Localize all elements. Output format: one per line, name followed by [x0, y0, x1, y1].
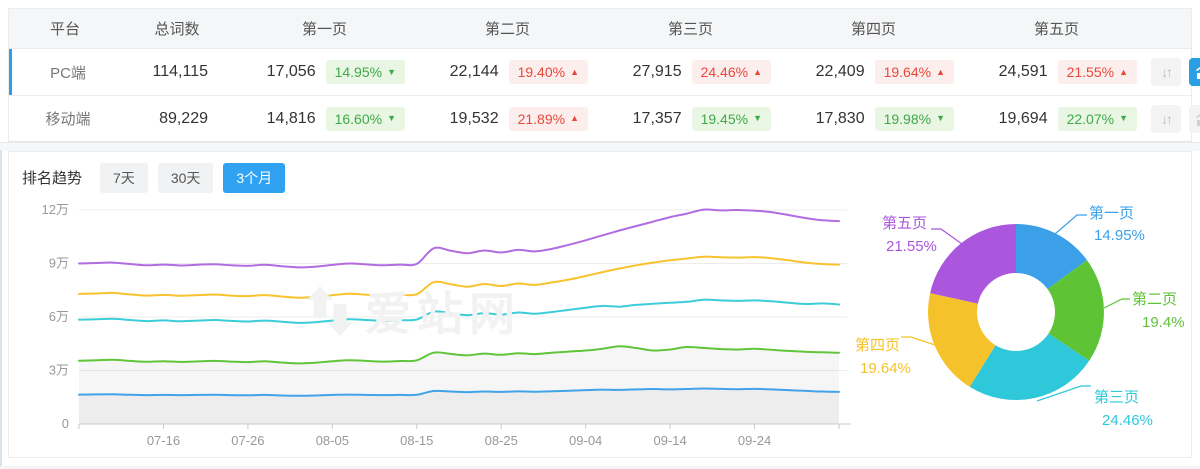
col-header-page4: 第四页 — [850, 21, 896, 38]
col-header-total: 总词数 — [154, 21, 200, 38]
page5-change-badge: 21.55% ▲ — [1057, 60, 1137, 84]
col-header-page1: 第一页 — [301, 21, 347, 38]
page5-count: 24,591 — [998, 63, 1048, 80]
page1-count: 17,056 — [266, 63, 316, 80]
svg-text:6万: 6万 — [49, 309, 69, 324]
sort-arrows-icon: ↓↑ — [1161, 110, 1173, 127]
line-chart-svg: 0 3万 6万 9万 12万 07-16 07-26 08-05 08-15 08-25 09-04… — [42, 202, 851, 448]
total-words: 89,229 — [159, 109, 208, 127]
page4-change-badge: 19.98% ▼ — [874, 106, 954, 131]
svg-text:第三页: 第三页 — [1094, 388, 1139, 406]
page3-count: 17,357 — [632, 109, 682, 127]
svg-text:09-14: 09-14 — [653, 433, 686, 448]
triangle-down-icon: ▼ — [936, 113, 945, 123]
table-row-mobile[interactable]: 移动端 89,229 14,816 16.60% ▼ 19,532 21.89% ▲ 1… — [9, 95, 1200, 141]
page1-change-badge: 16.60% ▼ — [325, 106, 405, 131]
svg-text:08-25: 08-25 — [485, 433, 518, 448]
keyword-table: 平台 总词数 第一页 第二页 第三页 第四页 第五页 PC端 114,115 1… — [8, 8, 1200, 142]
bar-chart-trend-icon — [1196, 66, 1200, 79]
table-row-pc[interactable]: PC端 114,115 17,056 14.95% ▼ 22,144 19.40% ▲ … — [9, 49, 1200, 95]
triangle-up-icon: ▲ — [936, 66, 945, 77]
col-header-platform: 平台 — [49, 21, 80, 38]
page4-count: 17,830 — [815, 109, 865, 127]
svg-text:9万: 9万 — [49, 256, 69, 271]
svg-text:第五页: 第五页 — [882, 214, 927, 232]
table-header-row: 平台 总词数 第一页 第二页 第三页 第四页 第五页 — [9, 9, 1191, 49]
page2-change-badge: 21.89% ▲ — [508, 106, 588, 131]
triangle-up-icon: ▲ — [753, 66, 762, 77]
col-header-page2: 第二页 — [484, 21, 530, 38]
triangle-down-icon: ▼ — [387, 113, 396, 123]
triangle-down-icon: ▼ — [1119, 113, 1128, 123]
page-share-donut: 第一页 14.95% 第二页 19.4% 第三页 24.46% 第四页 19.64% 第五页 21… — [851, 192, 1191, 465]
page5-count: 19,694 — [998, 109, 1048, 127]
triangle-down-icon: ▼ — [753, 113, 762, 123]
page5-change-badge: 22.07% ▼ — [1057, 106, 1137, 131]
page4-change-badge: 19.64% ▲ — [874, 60, 954, 84]
page1-count: 14,816 — [266, 109, 316, 127]
svg-text:3万: 3万 — [49, 363, 69, 378]
page-bottom-strip — [0, 466, 1200, 469]
svg-text:12万: 12万 — [42, 202, 69, 217]
show-chart-button-inactive[interactable] — [1189, 104, 1200, 133]
panel-gap — [0, 142, 1200, 151]
svg-text:08-05: 08-05 — [316, 433, 349, 448]
trend-line-chart: 0 3万 6万 9万 12万 07-16 07-26 08-05 08-15 08-25 09-04… — [9, 192, 851, 465]
svg-text:14.95%: 14.95% — [1094, 227, 1145, 244]
rank-trend-panel: 排名趋势 7天 30天 3个月 0 3万 6万 9万 12万 07-16 07-26 08-0… — [8, 151, 1192, 458]
triangle-up-icon: ▲ — [1119, 66, 1128, 77]
total-words: 114,115 — [152, 63, 208, 80]
page3-change-badge: 19.45% ▼ — [691, 106, 771, 131]
svg-text:08-15: 08-15 — [400, 433, 433, 448]
triangle-up-icon: ▲ — [570, 66, 579, 77]
col-header-page3: 第三页 — [667, 21, 713, 38]
svg-text:0: 0 — [62, 416, 69, 431]
page1-change-badge: 14.95% ▼ — [325, 60, 405, 84]
col-header-page5: 第五页 — [1033, 21, 1079, 38]
page2-change-badge: 19.40% ▲ — [508, 60, 588, 84]
svg-text:19.4%: 19.4% — [1142, 314, 1185, 331]
sort-arrows-icon: ↓↑ — [1161, 64, 1173, 80]
trend-title: 排名趋势 — [22, 170, 83, 187]
page2-count: 22,144 — [449, 63, 499, 80]
svg-text:24.46%: 24.46% — [1102, 412, 1153, 429]
svg-text:21.55%: 21.55% — [886, 238, 937, 255]
donut-chart-svg: 第一页 14.95% 第二页 19.4% 第三页 24.46% 第四页 19.64% 第五页 21… — [855, 204, 1185, 429]
svg-text:第一页: 第一页 — [1089, 204, 1134, 222]
svg-text:09-24: 09-24 — [738, 433, 771, 448]
svg-text:19.64%: 19.64% — [860, 360, 911, 377]
tab-3months[interactable]: 3个月 — [223, 162, 286, 193]
sort-button[interactable]: ↓↑ — [1151, 104, 1181, 133]
platform-label: PC端 — [50, 64, 86, 82]
tab-7days[interactable]: 7天 — [100, 162, 148, 193]
svg-text:09-04: 09-04 — [569, 433, 602, 448]
triangle-down-icon: ▼ — [387, 66, 396, 77]
page4-count: 22,409 — [815, 63, 865, 80]
svg-text:第二页: 第二页 — [1132, 290, 1177, 308]
triangle-up-icon: ▲ — [570, 113, 579, 123]
svg-text:07-16: 07-16 — [147, 433, 180, 448]
show-chart-button-active[interactable] — [1189, 58, 1200, 86]
page3-change-badge: 24.46% ▲ — [691, 60, 771, 84]
sort-button[interactable]: ↓↑ — [1151, 58, 1181, 86]
bar-chart-trend-icon — [1196, 113, 1200, 126]
svg-text:第四页: 第四页 — [855, 336, 900, 354]
container-left-border — [0, 150, 2, 469]
page3-count: 27,915 — [632, 63, 682, 80]
platform-label: 移动端 — [45, 111, 91, 128]
page2-count: 19,532 — [449, 109, 499, 127]
svg-text:07-26: 07-26 — [231, 433, 264, 448]
tab-30days[interactable]: 30天 — [157, 162, 214, 193]
